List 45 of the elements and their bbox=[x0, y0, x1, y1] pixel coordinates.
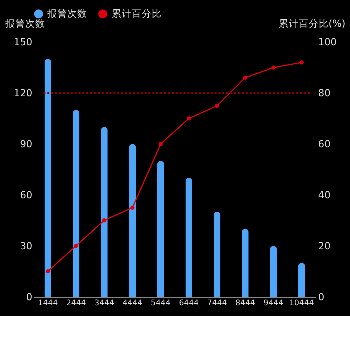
x-tick-label: 9444 bbox=[264, 298, 284, 308]
x-tick-label: 8444 bbox=[236, 298, 256, 308]
point bbox=[243, 76, 248, 80]
bar bbox=[214, 212, 221, 298]
y2-tick-label: 60 bbox=[318, 140, 331, 151]
y-tick-label: 120 bbox=[14, 88, 33, 100]
x-tick-label: 5444 bbox=[151, 298, 171, 308]
y-tick-label: 60 bbox=[20, 190, 33, 202]
point bbox=[300, 60, 304, 65]
legend-label: 报警次数 bbox=[46, 8, 88, 20]
x-tick-label: 2444 bbox=[66, 298, 86, 308]
y-tick-label: 30 bbox=[20, 241, 33, 252]
point bbox=[102, 218, 107, 223]
y2-tick-label: 40 bbox=[318, 190, 331, 202]
y-tick-label: 0 bbox=[26, 292, 33, 304]
bar bbox=[270, 246, 278, 298]
point bbox=[130, 206, 135, 210]
x-tick-label: 1444 bbox=[38, 298, 58, 308]
y2-tick-label: 0 bbox=[318, 292, 325, 304]
bar bbox=[186, 178, 192, 298]
point bbox=[187, 116, 192, 121]
point bbox=[46, 270, 50, 274]
y2-tick-label: 80 bbox=[318, 88, 331, 100]
bar bbox=[158, 161, 164, 298]
y-tick-label: 150 bbox=[14, 38, 33, 49]
point bbox=[158, 142, 163, 146]
point bbox=[272, 66, 276, 70]
point bbox=[215, 104, 220, 108]
y2-axis-title: 累计百分比(%) bbox=[278, 18, 346, 30]
bar bbox=[129, 144, 136, 298]
y-tick-label: 90 bbox=[20, 140, 33, 151]
x-tick-label: 3444 bbox=[94, 298, 114, 308]
x-tick-label: 7444 bbox=[207, 298, 228, 308]
bar bbox=[72, 110, 80, 298]
bar bbox=[101, 127, 108, 298]
point bbox=[74, 244, 78, 248]
x-tick-label: 10444 bbox=[290, 298, 314, 308]
bar bbox=[298, 263, 306, 298]
y2-tick-label: 100 bbox=[318, 38, 337, 49]
x-tick-label: 6444 bbox=[179, 298, 200, 308]
x-tick-label: 4444 bbox=[122, 298, 143, 308]
bar bbox=[44, 59, 52, 298]
y-axis-title: 报警次数 bbox=[4, 18, 46, 30]
y2-tick-label: 20 bbox=[318, 241, 331, 252]
legend-label: 累计百分比 bbox=[112, 8, 162, 20]
